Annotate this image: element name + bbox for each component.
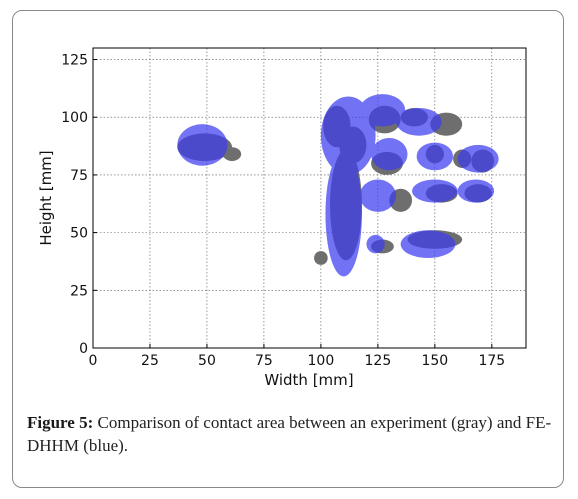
simulation-contact-region <box>457 144 499 173</box>
x-tick-label: 75 <box>255 353 273 369</box>
simulation-contact-region <box>400 230 456 258</box>
y-axis-label: Height [mm] <box>37 150 55 245</box>
x-tick-label: 150 <box>421 353 448 369</box>
x-tick-label: 100 <box>308 353 335 369</box>
y-tick-label: 25 <box>70 283 88 299</box>
simulation-contact-region <box>412 179 458 203</box>
axis-ticks: 0 25 50 75 100 125 150 175 0 25 50 75 100 125 <box>61 53 505 369</box>
simulation-contact-region <box>177 124 228 166</box>
simulation-contact-region <box>359 179 397 212</box>
simulation-contact-region <box>325 151 362 277</box>
simulation-contact-region <box>416 142 454 171</box>
x-axis-label: Width [mm] <box>264 371 353 389</box>
simulation-contact-region <box>371 138 408 171</box>
x-tick-label: 50 <box>198 353 216 369</box>
figure-caption-text: Comparison of contact area between an ex… <box>27 413 552 455</box>
simulation-series <box>177 94 499 277</box>
plot-border <box>92 47 527 349</box>
y-tick-label: 75 <box>70 168 88 184</box>
plot-background <box>93 48 526 348</box>
figure-label: Figure 5: <box>27 413 94 432</box>
simulation-contact-region <box>366 234 385 254</box>
simulation-contact-region <box>396 108 442 136</box>
y-tick-label: 0 <box>79 341 88 357</box>
experiment-contact-region <box>314 251 328 265</box>
y-tick-label: 50 <box>70 226 88 242</box>
y-tick-label: 125 <box>61 53 88 69</box>
experiment-contact-region <box>222 147 242 162</box>
simulation-contact-region <box>457 179 495 203</box>
contact-area-chart: 0 25 50 75 100 125 150 175 0 25 50 75 100 125 Width [… <box>37 47 527 389</box>
x-tick-label: 0 <box>89 353 98 369</box>
y-tick-label: 100 <box>61 110 88 126</box>
x-tick-label: 175 <box>478 353 505 369</box>
simulation-contact-region <box>359 94 406 127</box>
x-tick-label: 125 <box>365 353 392 369</box>
x-tick-label: 25 <box>141 353 159 369</box>
figure-caption: Figure 5: Comparison of contact area bet… <box>27 411 557 457</box>
